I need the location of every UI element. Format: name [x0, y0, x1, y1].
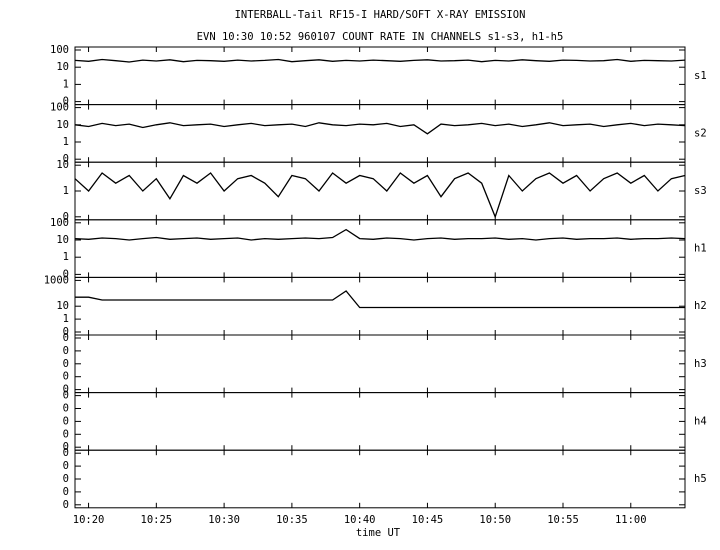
panel-frame	[74, 334, 686, 394]
y-tick-label: 0	[63, 447, 69, 459]
y-tick-label: 0	[63, 96, 69, 108]
y-tick-label: 100	[50, 102, 69, 114]
y-tick-label: 10	[56, 119, 69, 131]
x-tick-label: 10:20	[73, 514, 105, 526]
y-tick-label: 10	[56, 159, 69, 171]
y-tick-label: 0	[63, 390, 69, 402]
x-tick-label: 11:00	[615, 514, 647, 526]
y-tick-label: 1	[63, 185, 69, 197]
x-tick-label: 10:30	[208, 514, 240, 526]
panel-frame	[74, 276, 686, 336]
x-axis-label: time UT	[356, 527, 401, 539]
y-tick-label: 0	[63, 441, 69, 453]
x-tick-label: 10:45	[412, 514, 444, 526]
chart-title: INTERBALL-Tail RF15-I HARD/SOFT X-RAY EM…	[235, 9, 526, 21]
x-tick-label: 10:25	[141, 514, 173, 526]
y-tick-label: 1	[63, 313, 69, 325]
panel-frame	[74, 104, 686, 163]
x-tick-label: 10:50	[479, 514, 511, 526]
panel-frame	[74, 219, 686, 278]
y-tick-label: 0	[63, 499, 69, 511]
chart-subtitle: EVN 10:30 10:52 960107 COUNT RATE IN CHA…	[197, 31, 564, 43]
y-tick-label: 0	[63, 403, 69, 415]
panel-label: h5	[694, 473, 707, 485]
data-line	[74, 228, 686, 241]
y-tick-label: 0	[63, 428, 69, 440]
y-tick-label: 0	[63, 486, 69, 498]
data-line	[74, 58, 686, 63]
y-tick-label: 100	[50, 217, 69, 229]
y-tick-label: 0	[63, 473, 69, 485]
data-line	[74, 122, 686, 135]
panel-label: h2	[694, 300, 707, 312]
y-tick-label: 0	[63, 415, 69, 427]
x-tick-label: 10:55	[547, 514, 579, 526]
y-tick-label: 0	[63, 358, 69, 370]
y-tick-label: 1	[63, 136, 69, 148]
data-line	[74, 172, 686, 219]
panel-label: h1	[694, 243, 707, 255]
panel-label: s3	[694, 185, 707, 197]
panel-label: h3	[694, 358, 707, 370]
y-tick-label: 10	[56, 61, 69, 73]
panel-frame	[74, 161, 686, 221]
y-tick-label: 0	[63, 326, 69, 338]
y-tick-label: 0	[63, 153, 69, 165]
x-tick-label: 10:40	[344, 514, 376, 526]
y-tick-label: 0	[63, 332, 69, 344]
panel-frame	[74, 392, 686, 451]
y-tick-label: 0	[63, 460, 69, 472]
y-tick-label: 10	[56, 300, 69, 312]
y-tick-label: 0	[63, 268, 69, 280]
panel-label: h4	[694, 415, 707, 427]
y-tick-label: 1	[63, 251, 69, 263]
x-tick-label: 10:35	[276, 514, 308, 526]
y-tick-label: 0	[63, 371, 69, 383]
y-tick-label: 0	[63, 211, 69, 223]
data-line	[75, 290, 685, 309]
y-tick-label: 100	[50, 44, 69, 56]
panel-frame	[74, 46, 686, 106]
panel-label: s1	[694, 70, 707, 82]
y-tick-label: 1	[63, 78, 69, 90]
y-tick-label: 0	[63, 345, 69, 357]
y-tick-label: 10	[56, 234, 69, 246]
y-tick-label: 0	[63, 384, 69, 396]
panel-label: s2	[694, 127, 707, 139]
panel-frame	[74, 449, 686, 509]
y-tick-label: 1000	[44, 274, 69, 286]
